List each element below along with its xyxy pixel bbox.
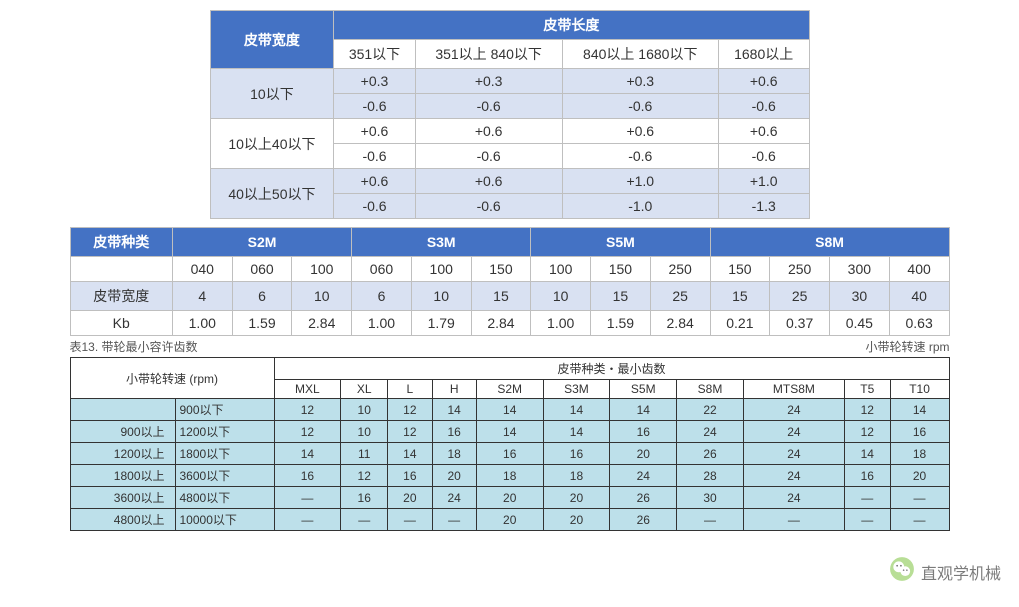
- caption-row: 表13. 带轮最小容许齿数 小带轮转速 rpm: [64, 338, 956, 355]
- t1-col-0: 351以下: [334, 40, 415, 69]
- belt-type-table: 皮带种类 S2M S3M S5M S8M 040060100 060100150…: [70, 227, 950, 336]
- table-row: 1800以上3600以下1612162018182428241620: [70, 465, 949, 487]
- t1-col-1: 351以上 840以下: [415, 40, 562, 69]
- table-row: 900以下1210121414141422241214: [70, 399, 949, 421]
- watermark-text: 直观学机械: [921, 560, 1001, 584]
- table-row: 4800以上10000以下————202026————: [70, 509, 949, 531]
- t3-left-header: 小带轮转速 (rpm): [70, 358, 274, 399]
- t3-right-header: 皮带种类・最小齿数: [274, 358, 949, 380]
- t1-g2-label: 40以上50以下: [210, 169, 334, 219]
- tolerance-table: 皮带宽度 皮带长度 351以下 351以上 840以下 840以上 1680以下…: [210, 10, 810, 219]
- caption-left: 表13. 带轮最小容许齿数: [70, 338, 198, 355]
- t2-g2: S5M: [531, 228, 710, 257]
- wechat-icon: [889, 556, 915, 587]
- t1-col-2: 840以上 1680以下: [562, 40, 718, 69]
- t1-col-header: 皮带长度: [334, 11, 809, 40]
- caption-right: 小带轮转速 rpm: [865, 338, 949, 355]
- t2-row-kb: Kb 1.001.592.841.001.792.841.001.592.840…: [70, 311, 949, 336]
- t2-row-width: 皮带宽度 46106101510152515253040: [70, 282, 949, 311]
- t1-col-3: 1680以上: [718, 40, 809, 69]
- t2-g0: S2M: [172, 228, 351, 257]
- t2-g1: S3M: [352, 228, 531, 257]
- table-row: 900以上1200以下1210121614141624241216: [70, 421, 949, 443]
- t2-left-header: 皮带种类: [70, 228, 172, 257]
- min-teeth-table: 小带轮转速 (rpm) 皮带种类・最小齿数 MXLXLLHS2MS3MS5MS8…: [70, 357, 950, 531]
- watermark: 直观学机械: [889, 556, 1001, 587]
- t1-g1-label: 10以上40以下: [210, 119, 334, 169]
- t1-g0-label: 10以下: [210, 69, 334, 119]
- t2-g3: S8M: [710, 228, 949, 257]
- t1-row-header: 皮带宽度: [210, 11, 334, 69]
- table-row: 1200以上1800以下1411141816162026241418: [70, 443, 949, 465]
- table-row: 3600以上4800以下—1620242020263024——: [70, 487, 949, 509]
